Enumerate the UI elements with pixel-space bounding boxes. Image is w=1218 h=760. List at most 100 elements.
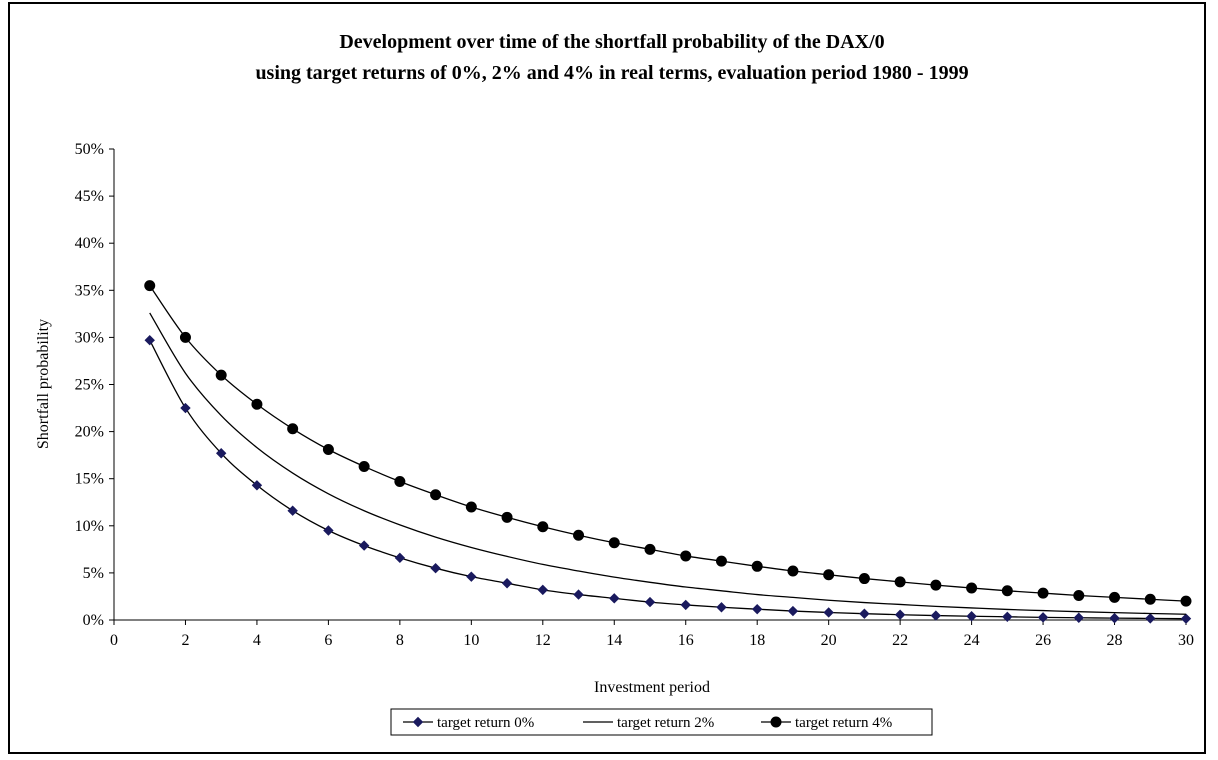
data-point-series-2 <box>894 576 906 588</box>
legend-marker-0 <box>412 716 424 728</box>
data-point-series-0 <box>287 505 298 516</box>
data-point-series-0 <box>751 603 763 615</box>
data-point-series-2 <box>680 550 692 562</box>
data-point-series-2 <box>251 398 263 410</box>
data-point-series-0 <box>1037 612 1049 623</box>
data-point-series-2 <box>465 501 477 513</box>
data-point-series-2 <box>858 573 870 585</box>
data-point-series-2 <box>608 537 620 549</box>
y-tick-label: 35% <box>75 282 104 299</box>
data-point-series-2 <box>1180 595 1192 607</box>
data-point-series-0 <box>716 602 727 613</box>
chart-frame <box>8 2 1206 754</box>
data-point-series-0 <box>180 402 191 414</box>
x-tick-label: 0 <box>110 632 118 649</box>
legend-label-0: target return 0% <box>437 715 534 731</box>
data-point-series-0 <box>823 607 834 618</box>
x-tick-label: 26 <box>1035 632 1051 649</box>
data-point-series-2 <box>430 489 442 501</box>
x-tick-label: 4 <box>253 632 261 649</box>
data-point-series-0 <box>323 525 334 536</box>
series-line-1 <box>149 312 1187 615</box>
data-point-series-0 <box>644 596 656 608</box>
y-tick-label: 15% <box>75 471 104 488</box>
y-tick-label: 45% <box>75 188 104 205</box>
legend-box <box>390 708 933 736</box>
y-tick-label: 50% <box>75 141 104 158</box>
data-point-series-0 <box>430 562 441 574</box>
data-point-series-2 <box>823 569 835 581</box>
x-tick-label: 18 <box>749 632 765 649</box>
data-point-series-0 <box>1002 611 1013 623</box>
legend-marker-2 <box>770 716 782 728</box>
data-point-series-0 <box>501 578 513 589</box>
data-point-series-0 <box>930 610 942 621</box>
x-tick-label: 8 <box>396 632 404 649</box>
y-axis-title: Shortfall probability <box>35 319 52 449</box>
data-point-series-2 <box>358 460 370 472</box>
data-point-series-0 <box>215 448 227 459</box>
x-tick-label: 28 <box>1107 632 1123 649</box>
x-tick-label: 20 <box>821 632 837 649</box>
x-tick-label: 30 <box>1178 632 1194 649</box>
y-tick-label: 40% <box>75 235 104 252</box>
x-tick-label: 24 <box>964 632 980 649</box>
data-point-series-0 <box>251 480 263 491</box>
chart-title: Development over time of the shortfall p… <box>339 31 884 53</box>
plot-area: 0%5%10%15%20%25%30%35%40%45%50%0 2 4 6 8 10 12… <box>75 141 1194 649</box>
x-axis-title: Investment period <box>594 679 710 696</box>
data-point-series-0 <box>466 571 477 582</box>
data-point-series-2 <box>1037 587 1049 599</box>
data-point-series-0 <box>394 552 406 564</box>
data-point-series-0 <box>894 609 906 620</box>
data-point-series-0 <box>859 608 870 619</box>
y-tick-label: 5% <box>83 565 104 582</box>
data-point-series-0 <box>537 584 549 596</box>
x-tick-label: 16 <box>678 632 694 649</box>
data-point-series-2 <box>715 555 727 567</box>
data-point-series-2 <box>144 280 156 292</box>
data-point-series-2 <box>501 511 513 523</box>
x-tick-label: 10 <box>463 632 479 649</box>
x-tick-label: 22 <box>892 632 908 649</box>
data-point-series-0 <box>966 611 977 622</box>
data-point-series-2 <box>1144 593 1156 605</box>
y-tick-label: 20% <box>75 424 104 441</box>
data-point-series-2 <box>787 565 799 577</box>
data-point-series-0 <box>1180 613 1192 624</box>
x-tick-label: 2 <box>181 632 189 649</box>
chart-subtitle: using target returns of 0%, 2% and 4% in… <box>255 62 968 84</box>
x-tick-label: 6 <box>324 632 332 649</box>
y-tick-label: 30% <box>75 329 104 346</box>
data-point-series-2 <box>394 476 406 488</box>
data-point-series-0 <box>1073 612 1085 623</box>
series-line-2 <box>149 285 1187 602</box>
legend: target return 0% target return 2% target r… <box>390 708 933 736</box>
data-point-series-2 <box>573 529 585 541</box>
data-point-series-2 <box>1001 585 1013 597</box>
x-tick-label: 14 <box>606 632 622 649</box>
data-point-series-2 <box>215 369 227 381</box>
y-tick-label: 0% <box>83 612 104 629</box>
data-point-series-0 <box>358 540 370 551</box>
data-point-series-0 <box>1109 612 1120 624</box>
y-tick-label: 10% <box>75 518 104 535</box>
legend-label-1: target return 2% <box>617 715 714 731</box>
data-point-series-0 <box>1145 613 1156 624</box>
data-point-series-2 <box>322 443 334 455</box>
data-point-series-2 <box>179 331 191 343</box>
data-point-series-2 <box>537 521 549 533</box>
data-point-series-2 <box>1109 591 1121 603</box>
series-line-0 <box>149 339 1187 620</box>
data-point-series-2 <box>930 579 942 591</box>
y-tick-label: 25% <box>75 377 104 394</box>
legend-label-2: target return 4% <box>795 715 892 731</box>
data-point-series-0 <box>680 599 691 611</box>
data-point-series-2 <box>966 582 978 594</box>
data-point-series-2 <box>287 423 299 435</box>
data-point-series-2 <box>751 560 763 572</box>
data-point-series-2 <box>644 543 656 555</box>
data-point-series-0 <box>144 335 155 346</box>
data-point-series-0 <box>609 593 620 604</box>
